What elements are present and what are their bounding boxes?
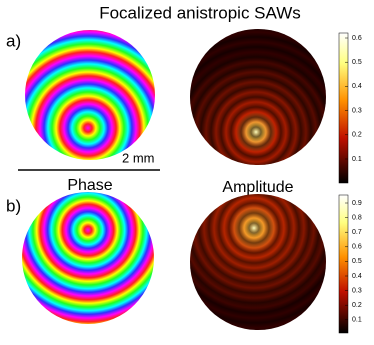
colorbar-tick-label: 0.4: [352, 273, 362, 280]
scale-bar-label: 2 mm: [122, 150, 155, 165]
colorbar: [338, 32, 349, 184]
column-label: Amplitude: [222, 179, 293, 196]
amplitude-pattern: [190, 194, 326, 330]
colorbar-tick-label: 0.2: [352, 302, 362, 309]
column-label: Phase: [67, 177, 112, 194]
colorbar-tick-label: 0.1: [352, 317, 362, 324]
phase-map: [25, 30, 155, 160]
colorbar-tick-label: 0.6: [352, 244, 362, 251]
phase-map: [22, 192, 154, 324]
figure-title: Focalized anistropic SAWs: [99, 3, 301, 22]
panel-label: a): [6, 31, 21, 50]
colorbar-tick-label: 0.5: [352, 59, 362, 66]
colorbar-tick-label: 0.5: [352, 258, 362, 265]
colorbar-tick-label: 0.2: [352, 132, 362, 139]
colorbar-tick-label: 0.1: [352, 156, 362, 163]
colorbar-tick-label: 0.3: [352, 287, 362, 294]
colorbar: [338, 194, 349, 334]
amplitude-pattern: [190, 29, 326, 165]
colorbar-tick-label: 0.6: [352, 35, 362, 42]
colorbar-tick-label: 0.4: [352, 83, 362, 90]
colorbar-tick-label: 0.8: [352, 214, 362, 221]
panel-label: b): [6, 196, 21, 215]
colorbar-tick-label: 0.3: [352, 107, 362, 114]
colorbar-tick-label: 0.7: [352, 229, 362, 236]
colorbar-tick-label: 0.9: [352, 200, 362, 207]
